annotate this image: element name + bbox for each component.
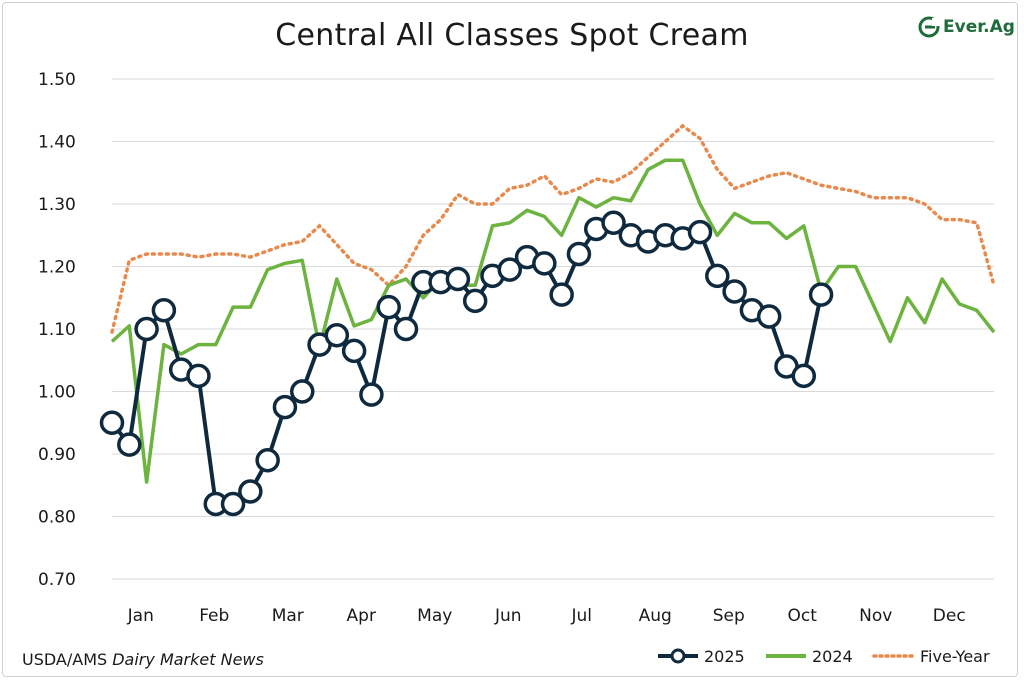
x-tick-label: Jul [570,606,592,626]
y-tick-label: 1.50 [38,70,76,90]
data-point-2025 [791,363,817,389]
source-note: USDA/AMS Dairy Market News [22,650,264,669]
data-point-2025 [532,251,557,276]
x-tick-label: Jun [494,606,522,626]
data-point-2025 [186,363,211,389]
source-publication: Dairy Market News [112,650,264,669]
y-tick-label: 1.20 [38,258,76,278]
data-point-2025 [549,282,574,307]
data-point-2025 [393,316,419,342]
brand-logo: Ever.Ag [918,14,1015,40]
x-tick-label: Aug [639,606,672,626]
legend-marker-five-year [872,654,916,658]
source-prefix: USDA/AMS [22,650,113,669]
data-point-2025 [289,379,315,404]
data-point-2025 [808,282,834,307]
legend-marker-2025 [658,648,698,664]
legend-item-2025: 2025 [656,646,745,666]
data-point-2025 [756,304,782,329]
data-point-2025 [497,257,523,282]
data-point-2025 [341,338,367,364]
data-point-2025 [238,479,263,504]
y-tick-label: 1.00 [38,383,76,403]
y-tick-label: 1.40 [38,133,76,153]
data-point-2025 [99,410,125,435]
data-point-2025 [359,382,384,407]
data-point-2025 [117,432,142,457]
legend-label-2024: 2024 [812,646,853,666]
x-tick-label: Oct [788,606,818,626]
y-tick-label: 0.70 [38,570,76,590]
y-tick-label: 1.30 [38,195,76,215]
x-axis-ticks: Jan Feb Mar Apr May Jun Jul Aug Sep Oct Nov Dec [127,606,966,626]
y-tick-label: 1.10 [38,320,76,340]
x-tick-label: Feb [199,606,229,626]
logo-text: Ever.Ag [943,17,1015,37]
data-point-2025 [134,316,159,342]
x-tick-label: Sep [713,606,745,626]
x-tick-label: Jan [127,606,154,626]
data-point-2025 [722,279,747,304]
legend-label-2025: 2025 [704,646,745,666]
series-line-five-year [110,123,996,334]
y-tick-label: 0.80 [38,508,76,528]
x-tick-label: Nov [859,606,892,626]
legend-item-2024: 2024 [764,646,853,666]
ever-ag-logo-icon [918,16,940,38]
y-axis-ticks: 0.70 0.80 0.90 1.00 1.10 1.20 1.30 1.40 1.50 [38,70,76,590]
data-point-2025 [255,448,280,473]
series-lines [99,123,996,517]
data-point-2025 [601,210,626,235]
x-tick-label: Apr [347,606,376,626]
series-line-2024 [110,158,996,484]
legend-label-five-year: Five-Year [920,646,990,666]
data-point-2025 [324,323,350,348]
x-tick-label: Mar [272,606,304,626]
legend-item-five-year: Five-Year [872,646,990,666]
data-point-2025 [566,241,592,267]
data-point-2025 [376,294,401,320]
data-point-2025 [705,263,730,289]
data-point-2025 [462,288,488,314]
data-point-2025 [445,266,471,292]
x-tick-label: Dec [933,606,966,626]
y-tick-label: 0.90 [38,445,76,465]
data-point-2025 [220,491,246,517]
x-tick-label: May [417,606,452,626]
legend-marker-2024 [766,654,806,658]
data-point-2025 [687,219,713,245]
data-point-2025 [272,394,298,420]
chart-title: Central All Classes Spot Cream [275,18,749,53]
data-point-2025 [151,298,177,323]
